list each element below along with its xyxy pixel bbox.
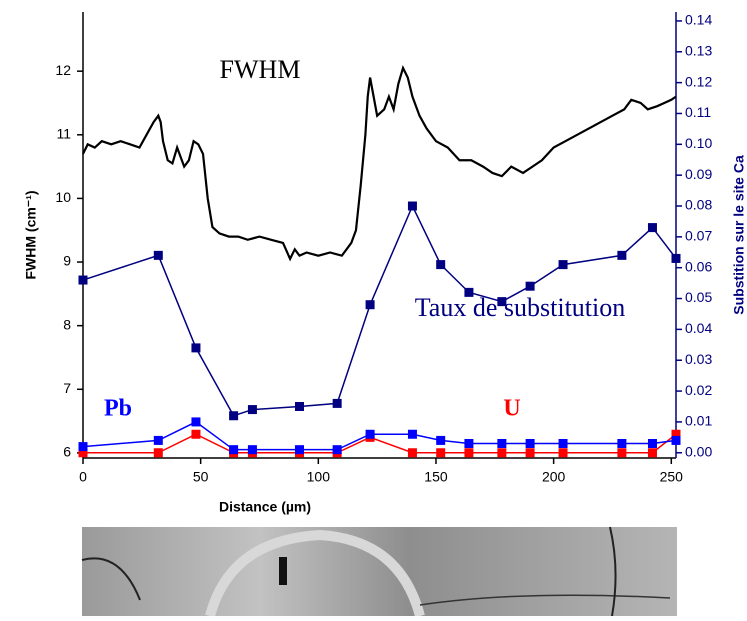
marker [229,411,239,421]
series-line [82,64,677,262]
marker [436,260,446,270]
y2-tick-label: 0.12 [685,73,712,89]
series-label: FWHM [220,55,301,84]
x-tick-label: 50 [193,469,209,485]
y2-tick-label: 0.09 [685,166,712,182]
marker [407,429,417,439]
marker [332,445,342,455]
marker [647,439,657,449]
marker [294,401,304,411]
marker [229,445,239,455]
x-tick-label: 150 [424,469,448,485]
y-axis-label: FWHM (cm⁻¹) [23,190,39,279]
y2-tick-label: 0.10 [685,135,712,151]
y2-tick-label: 0.00 [685,443,712,459]
marker [525,281,535,291]
marker [558,448,568,458]
y-tick-label: 11 [56,125,71,141]
marker [191,417,201,427]
marker [332,398,342,408]
marker [464,287,474,297]
marker [247,445,257,455]
marker [464,439,474,449]
y2-tick-label: 0.04 [685,320,712,336]
marker [436,448,446,458]
y2-tick-label: 0.06 [685,258,712,274]
y2-tick-label: 0.11 [685,104,711,120]
axes [82,12,677,459]
marker [247,405,257,415]
marker [617,250,627,260]
marker [78,275,88,285]
y-tick-label: 7 [63,380,71,396]
y2-tick-label: 0.13 [685,42,712,58]
y2-tick-label: 0.05 [685,289,712,305]
marker [671,429,681,439]
marker [671,253,681,263]
marker [294,445,304,455]
marker [647,223,657,233]
y-tick-label: 6 [63,444,71,460]
marker [617,439,627,449]
marker [558,260,568,270]
micrograph [81,526,677,618]
x-tick-label: 200 [542,469,566,485]
x-tick-label: 0 [79,469,87,485]
marker [407,448,417,458]
y2-tick-label: 0.02 [685,382,712,398]
marker [497,297,507,307]
marker [436,435,446,445]
y2-tick-label: 0.08 [685,197,712,213]
marker [647,448,657,458]
x-axis-label: Distance (µm) [219,499,311,515]
y-tick-label: 10 [55,189,71,205]
marker [497,439,507,449]
x-tick-label: 250 [660,469,684,485]
y2-tick-label: 0.14 [685,12,712,28]
y-tick-label: 12 [55,62,71,78]
marker [153,448,163,458]
marker [365,429,375,439]
series-label: Pb [104,396,132,422]
marker [617,448,627,458]
marker [78,448,88,458]
marker [191,429,201,439]
y-tick-label: 8 [63,316,71,332]
marker [497,448,507,458]
marker [191,343,201,353]
marker [558,439,568,449]
y2-tick-label: 0.01 [685,413,712,429]
series-label: U [503,396,520,422]
y2-axis-label: Substition sur le site Ca [731,155,747,315]
marker [153,435,163,445]
marker [153,250,163,260]
marker [464,448,474,458]
x-tick-label: 100 [307,469,331,485]
y2-tick-label: 0.07 [685,228,712,244]
series-label: Taux de substitution [415,293,626,322]
y-tick-label: 9 [63,253,71,269]
marker [525,448,535,458]
marker [78,442,88,452]
marker [365,300,375,310]
marker [407,201,417,211]
marker [525,439,535,449]
y2-tick-label: 0.03 [685,351,712,367]
marker [671,435,681,445]
